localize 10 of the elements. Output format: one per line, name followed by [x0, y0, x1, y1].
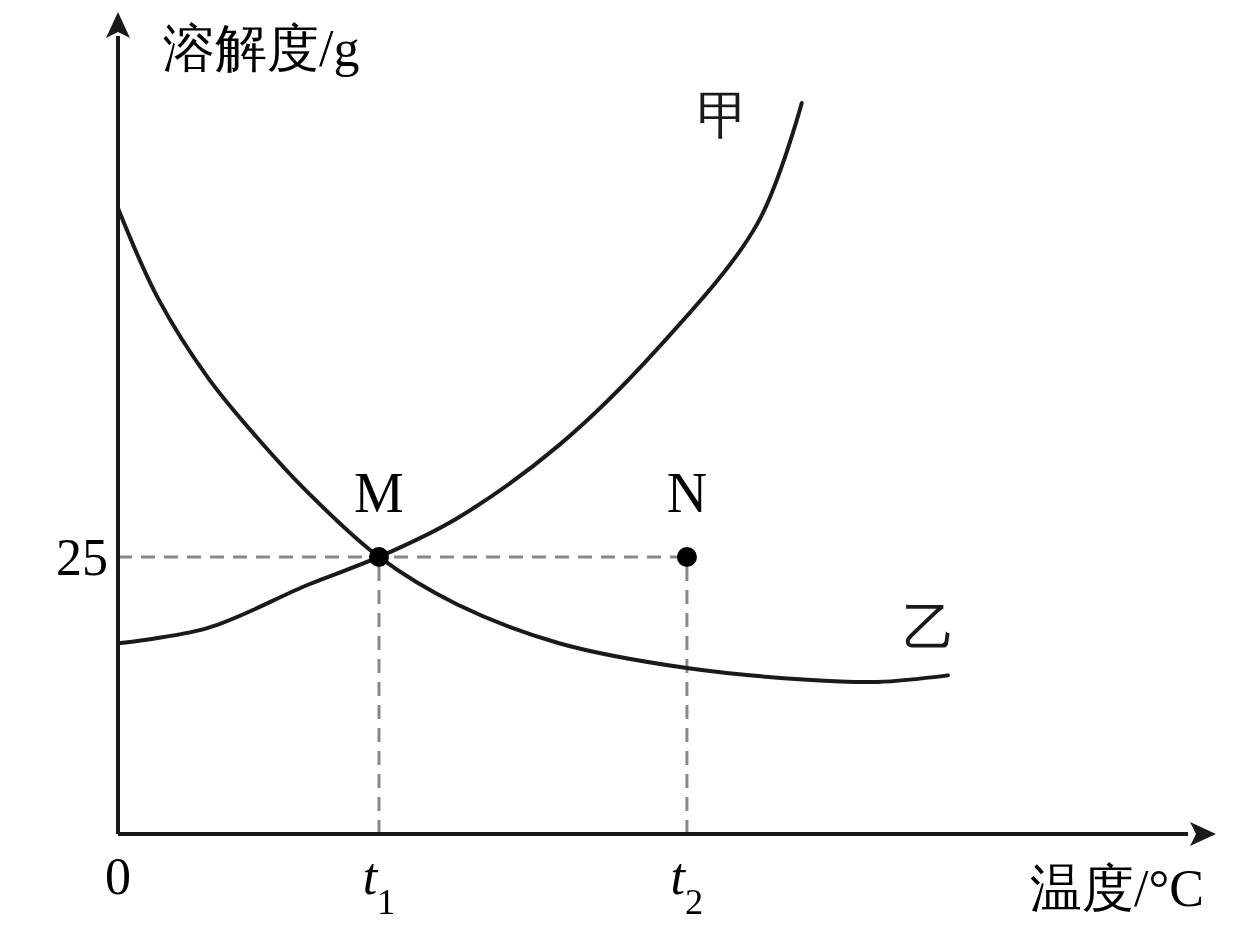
- x-tick-label: 0: [105, 848, 131, 905]
- x-tick-label: t$_{1}$: [362, 848, 396, 922]
- x-tick-label: t$_{2}$: [670, 848, 704, 922]
- series-label: 乙: [902, 599, 955, 657]
- series-label: 甲: [696, 87, 749, 144]
- annotation: N: [666, 461, 708, 524]
- annotation: M: [354, 461, 404, 524]
- y-axis-title: 溶解度/g: [163, 20, 360, 77]
- x-axis-title: 温度/°C: [1030, 860, 1204, 917]
- annotation: 25: [56, 528, 108, 586]
